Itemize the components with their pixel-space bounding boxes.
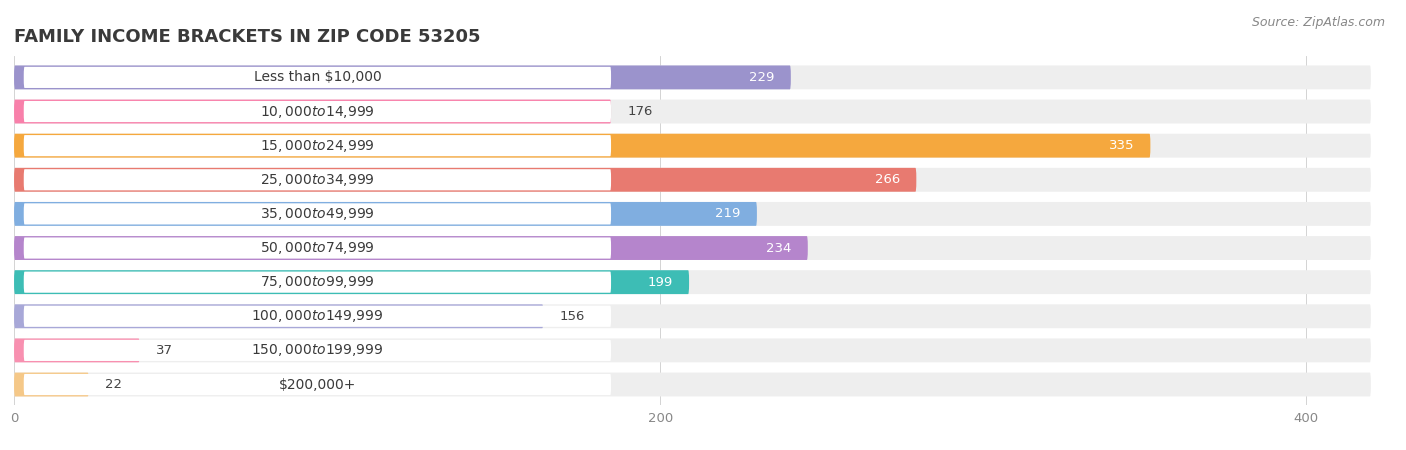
Text: 335: 335 bbox=[1109, 139, 1135, 152]
Text: 266: 266 bbox=[875, 173, 900, 186]
Text: 229: 229 bbox=[749, 71, 775, 84]
FancyBboxPatch shape bbox=[14, 99, 612, 123]
FancyBboxPatch shape bbox=[14, 134, 1150, 158]
FancyBboxPatch shape bbox=[24, 101, 612, 122]
Text: 234: 234 bbox=[766, 242, 792, 255]
Text: $150,000 to $199,999: $150,000 to $199,999 bbox=[252, 342, 384, 358]
Text: 199: 199 bbox=[648, 276, 673, 288]
FancyBboxPatch shape bbox=[14, 338, 139, 362]
FancyBboxPatch shape bbox=[14, 304, 543, 328]
FancyBboxPatch shape bbox=[14, 168, 917, 192]
FancyBboxPatch shape bbox=[24, 340, 612, 361]
FancyBboxPatch shape bbox=[24, 374, 612, 395]
Text: $25,000 to $34,999: $25,000 to $34,999 bbox=[260, 172, 375, 188]
FancyBboxPatch shape bbox=[14, 270, 689, 294]
Text: $200,000+: $200,000+ bbox=[278, 378, 356, 392]
FancyBboxPatch shape bbox=[14, 373, 89, 396]
Text: 219: 219 bbox=[716, 207, 741, 220]
Text: $15,000 to $24,999: $15,000 to $24,999 bbox=[260, 138, 375, 153]
FancyBboxPatch shape bbox=[14, 202, 756, 226]
Text: $50,000 to $74,999: $50,000 to $74,999 bbox=[260, 240, 375, 256]
FancyBboxPatch shape bbox=[14, 236, 808, 260]
FancyBboxPatch shape bbox=[24, 169, 612, 190]
FancyBboxPatch shape bbox=[14, 270, 1371, 294]
FancyBboxPatch shape bbox=[24, 67, 612, 88]
FancyBboxPatch shape bbox=[14, 236, 1371, 260]
Text: 37: 37 bbox=[156, 344, 173, 357]
FancyBboxPatch shape bbox=[14, 65, 1371, 90]
FancyBboxPatch shape bbox=[24, 271, 612, 293]
Text: $35,000 to $49,999: $35,000 to $49,999 bbox=[260, 206, 375, 222]
FancyBboxPatch shape bbox=[14, 304, 1371, 328]
FancyBboxPatch shape bbox=[24, 203, 612, 225]
FancyBboxPatch shape bbox=[14, 202, 1371, 226]
FancyBboxPatch shape bbox=[14, 65, 790, 90]
Text: $10,000 to $14,999: $10,000 to $14,999 bbox=[260, 104, 375, 120]
FancyBboxPatch shape bbox=[14, 168, 1371, 192]
Text: 156: 156 bbox=[560, 310, 585, 323]
FancyBboxPatch shape bbox=[14, 99, 1371, 123]
Text: Less than $10,000: Less than $10,000 bbox=[253, 70, 381, 85]
FancyBboxPatch shape bbox=[24, 306, 612, 327]
FancyBboxPatch shape bbox=[14, 134, 1371, 158]
FancyBboxPatch shape bbox=[14, 338, 1371, 362]
Text: 176: 176 bbox=[627, 105, 652, 118]
FancyBboxPatch shape bbox=[24, 135, 612, 156]
Text: FAMILY INCOME BRACKETS IN ZIP CODE 53205: FAMILY INCOME BRACKETS IN ZIP CODE 53205 bbox=[14, 28, 481, 46]
Text: $100,000 to $149,999: $100,000 to $149,999 bbox=[252, 308, 384, 324]
FancyBboxPatch shape bbox=[24, 238, 612, 259]
FancyBboxPatch shape bbox=[14, 373, 1371, 396]
Text: Source: ZipAtlas.com: Source: ZipAtlas.com bbox=[1251, 16, 1385, 29]
Text: 22: 22 bbox=[105, 378, 122, 391]
Text: $75,000 to $99,999: $75,000 to $99,999 bbox=[260, 274, 375, 290]
